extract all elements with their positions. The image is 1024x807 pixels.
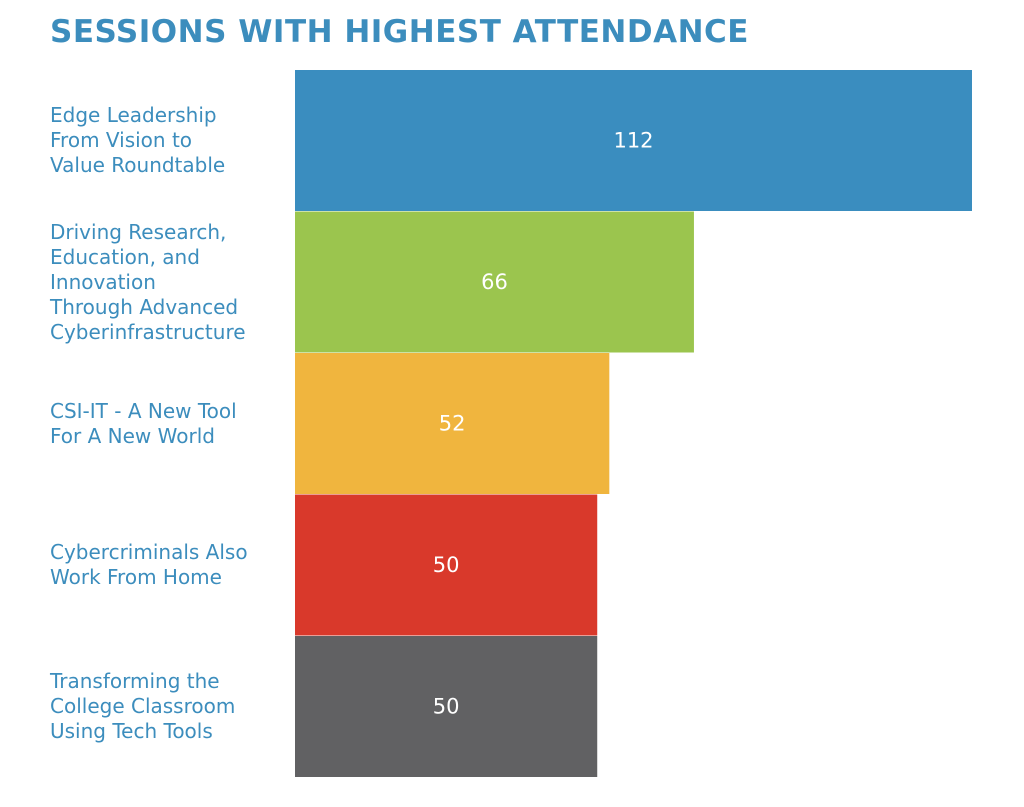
category-label-1: Edge Leadership From Vision to Value Rou…: [50, 103, 226, 177]
bar-2: [295, 211, 694, 353]
bar-3: [295, 353, 610, 494]
bar-1: [295, 70, 972, 211]
data-label-3: 52: [439, 412, 466, 436]
chart-title: SESSIONS WITH HIGHEST ATTENDANCE: [50, 14, 749, 50]
category-label-4: Cybercriminals Also Work From Home: [50, 540, 248, 589]
category-label-2: Driving Research, Education, and Innovat…: [50, 219, 246, 344]
bar-4: [295, 494, 598, 636]
data-label-5: 50: [433, 695, 460, 719]
bar-5: [295, 636, 598, 777]
data-label-2: 66: [481, 270, 508, 294]
category-label-5: Transforming the College Classroom Using…: [50, 669, 236, 743]
data-label-1: 112: [613, 129, 653, 153]
category-label-3: CSI-IT - A New Tool For A New World: [50, 398, 237, 448]
data-label-4: 50: [433, 553, 460, 577]
